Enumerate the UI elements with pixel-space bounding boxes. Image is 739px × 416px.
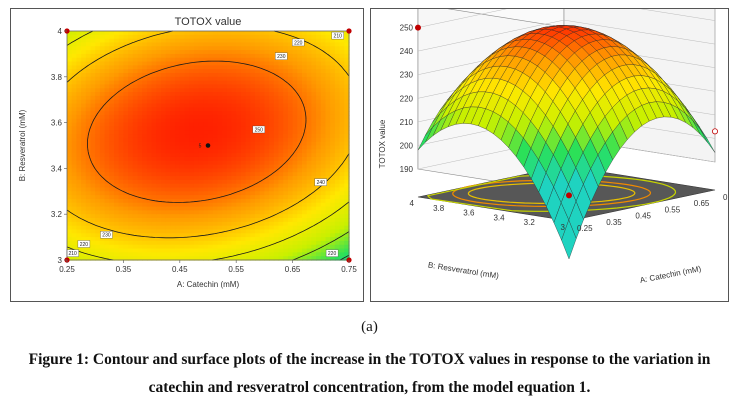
y-tick-label: 3 bbox=[561, 223, 566, 232]
y-axis-label: B: Resveratrol (mM) bbox=[18, 109, 27, 181]
z-tick-label: 230 bbox=[400, 71, 414, 80]
contour-plot-panel: 210 220 230 250 240 230 220 210 220 5 0.25 0.35 0.45… bbox=[10, 8, 364, 302]
contour-label: 250 bbox=[255, 127, 264, 133]
z-tick-label: 250 bbox=[400, 24, 414, 33]
center-point bbox=[205, 143, 211, 148]
y-tick-label: 3.2 bbox=[51, 210, 63, 219]
z-tick-label: 200 bbox=[400, 141, 414, 150]
contour-label: 210 bbox=[68, 251, 77, 257]
contour-label: 220 bbox=[328, 251, 337, 257]
contour-line bbox=[292, 231, 350, 261]
contour-lines bbox=[66, 30, 350, 261]
x-tick-label: 0.55 bbox=[228, 265, 244, 274]
y-tick-label: 4 bbox=[58, 27, 63, 36]
z-tick-label: 240 bbox=[400, 47, 414, 56]
center-point-count: 5 bbox=[199, 144, 202, 150]
design-point bbox=[64, 257, 70, 263]
y-tick-label: 3.8 bbox=[433, 204, 445, 213]
x-tick-label: 0.65 bbox=[694, 199, 710, 208]
wall-gridline bbox=[417, 9, 716, 28]
y-tick-label: 3.4 bbox=[51, 164, 63, 173]
contour-label-box bbox=[292, 38, 305, 47]
chart-title: TOTOX value bbox=[175, 16, 242, 28]
y-tick-label: 3 bbox=[58, 256, 63, 265]
contour-label: 230 bbox=[102, 233, 111, 239]
y-tick-label: 3.6 bbox=[51, 119, 63, 128]
contour-label-box bbox=[314, 178, 327, 186]
contour-line bbox=[339, 254, 350, 261]
contour-label-box bbox=[77, 240, 91, 248]
x-axis-label: A: Catechin (mM) bbox=[639, 264, 702, 285]
figure-caption: Figure 1: Contour and surface plots of t… bbox=[28, 351, 711, 396]
contour-label-box bbox=[252, 125, 265, 134]
y-tick-label: 3.8 bbox=[51, 73, 63, 82]
x-tick-label: 0.45 bbox=[172, 265, 188, 274]
contour-label-box bbox=[331, 31, 344, 40]
surface-plot-panel: 190200210220230240250260TOTOX value0.250… bbox=[370, 8, 729, 302]
contour-label-box bbox=[100, 231, 113, 239]
plot-frame bbox=[66, 30, 350, 261]
surface-plot: 190200210220230240250260TOTOX value0.250… bbox=[378, 9, 728, 285]
x-tick-label: 0.65 bbox=[285, 265, 301, 274]
x-tick-label: 0.35 bbox=[116, 265, 132, 274]
y-axis-label: B: Resveratrol (mM) bbox=[427, 260, 499, 280]
y-tick-label: 3.6 bbox=[463, 209, 475, 218]
x-tick-label: 0.55 bbox=[665, 205, 681, 214]
floor-contour bbox=[452, 179, 652, 207]
contour-label: 240 bbox=[317, 180, 326, 186]
y-tick-label: 4 bbox=[410, 199, 415, 208]
design-point bbox=[346, 257, 352, 263]
z-tick-label: 220 bbox=[400, 94, 414, 103]
z-tick-label: 190 bbox=[400, 165, 414, 174]
wall-gridline bbox=[417, 19, 716, 52]
contour-line bbox=[87, 60, 307, 203]
x-tick-label: 0.75 bbox=[723, 193, 728, 202]
y-tick-label: 3.2 bbox=[524, 218, 536, 227]
data-point bbox=[565, 192, 572, 199]
design-point bbox=[64, 28, 70, 34]
floor-contour bbox=[467, 182, 636, 204]
data-point bbox=[711, 128, 718, 135]
x-tick-label: 0.25 bbox=[577, 224, 593, 233]
contour-label-box bbox=[325, 249, 339, 257]
contour-label: 220 bbox=[294, 40, 303, 46]
y-tick-label: 3.4 bbox=[493, 213, 505, 222]
contour-label: 230 bbox=[277, 54, 286, 60]
z-axis-label: TOTOX value bbox=[378, 119, 387, 168]
design-point bbox=[346, 28, 352, 34]
x-tick-label: 0.35 bbox=[606, 218, 622, 227]
x-tick-label: 0.75 bbox=[341, 265, 357, 274]
z-tick-label: 210 bbox=[400, 118, 414, 127]
x-tick-label: 0.25 bbox=[59, 265, 75, 274]
contour-line bbox=[66, 30, 350, 239]
x-tick-label: 0.45 bbox=[635, 212, 651, 221]
data-point bbox=[415, 24, 422, 31]
x-axis-label: A: Catechin (mM) bbox=[177, 280, 240, 289]
contour-label-box bbox=[275, 52, 288, 60]
figure-sub-label: (a) bbox=[361, 319, 378, 335]
contour-label: 220 bbox=[80, 242, 89, 248]
surface-mesh bbox=[417, 25, 716, 260]
contour-label: 210 bbox=[334, 33, 343, 39]
